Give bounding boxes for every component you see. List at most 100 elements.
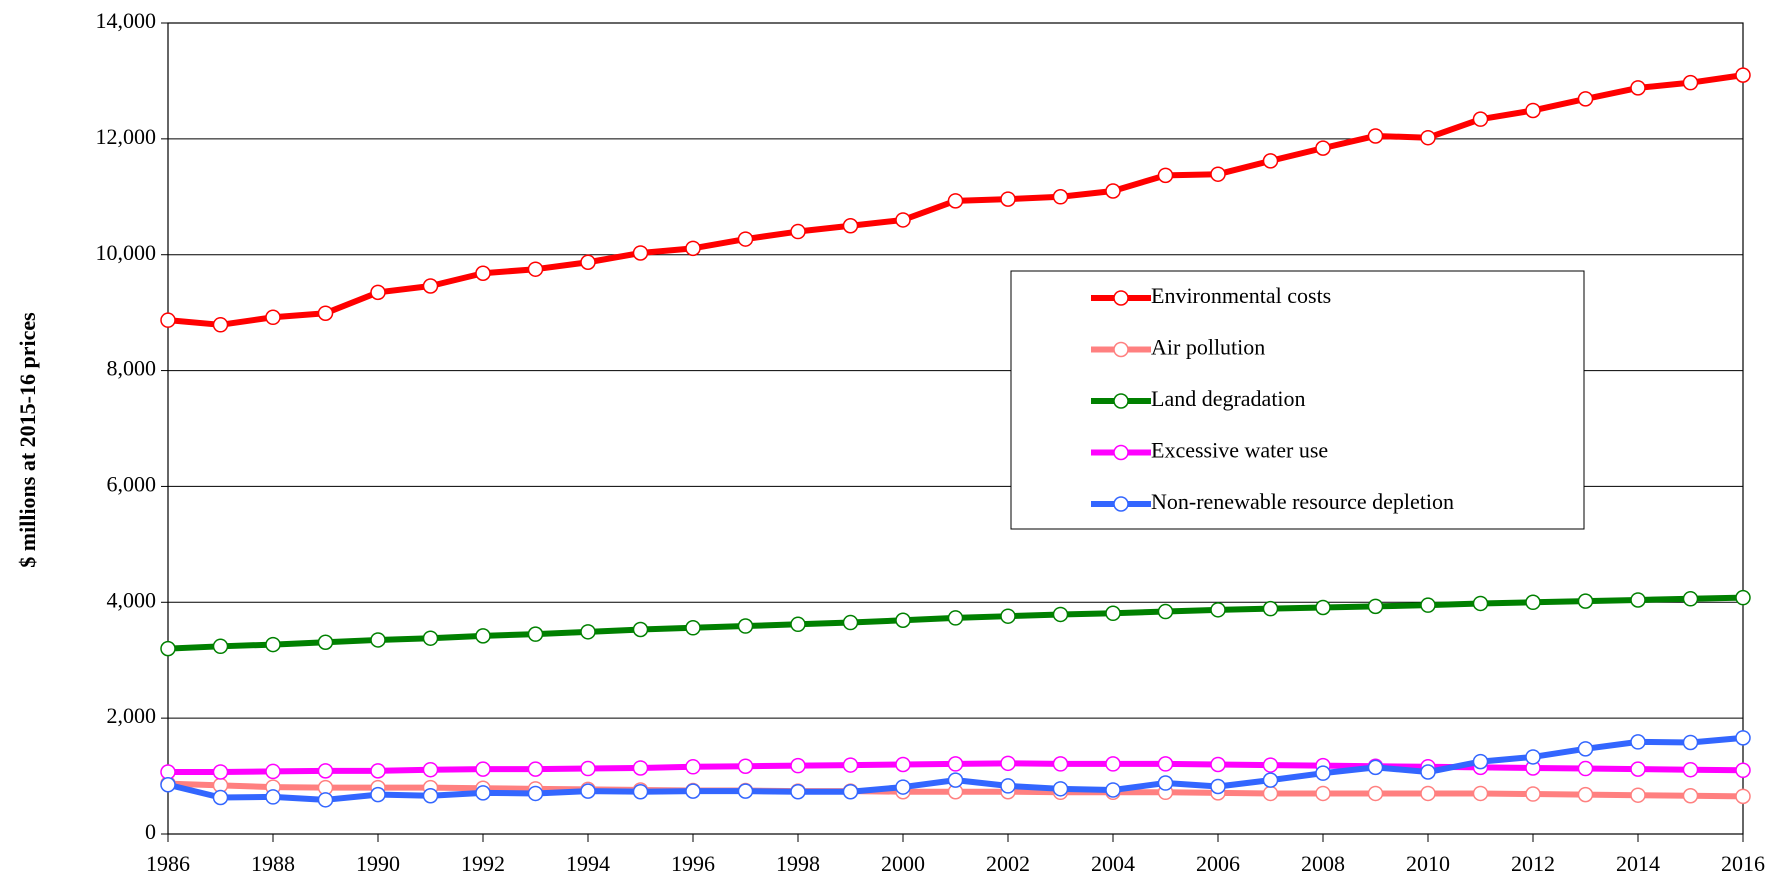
data-point [737,231,754,247]
x-tick-label: 2000 [881,851,925,876]
data-point [737,758,754,774]
y-tick-label: 14,000 [96,8,157,33]
legend-marker [1113,393,1129,409]
data-point [527,626,544,642]
x-tick-label: 2006 [1196,851,1240,876]
legend-label: Non-renewable resource depletion [1151,489,1454,514]
data-point [1525,786,1541,802]
data-point [632,245,649,261]
data-point [790,223,806,240]
data-point [580,624,596,640]
data-point [1052,781,1069,797]
data-point [685,759,701,775]
data-point [737,783,754,799]
data-point [947,193,964,209]
data-point [1315,599,1331,616]
data-point [947,610,964,626]
x-tick-label: 1992 [461,851,505,876]
data-point [842,757,859,773]
data-point [1525,102,1541,119]
plot-frame [167,22,1744,835]
data-point [1577,91,1594,107]
data-point [895,612,911,628]
data-point [1630,592,1646,608]
data-point [1105,756,1121,772]
data-point [1315,765,1331,781]
data-point [422,278,439,294]
x-tick-label: 2016 [1721,851,1765,876]
y-tick-label: 2,000 [107,703,157,728]
data-point [895,779,911,795]
x-tick-label: 1990 [356,851,400,876]
data-point [212,638,229,655]
data-point [1262,785,1279,802]
data-point [685,620,701,636]
data-point [265,763,281,780]
data-point [317,305,334,321]
x-tick-label: 1994 [566,851,610,876]
data-point [1105,183,1121,199]
data-point [1315,785,1331,802]
y-tick-label: 4,000 [107,587,157,612]
data-point [1105,782,1121,798]
data-point [1682,591,1699,607]
data-point [422,761,439,778]
data-point [1367,785,1384,802]
data-point [1735,762,1751,779]
data-point [895,212,911,228]
data-point [1630,80,1646,96]
data-point [1472,753,1489,770]
x-tick-label: 2008 [1301,851,1345,876]
data-point [1735,67,1751,83]
data-point [370,786,386,803]
x-tick-label: 2014 [1616,851,1660,876]
data-point [1525,594,1541,611]
y-tick-label: 10,000 [96,240,157,265]
legend-label: Environmental costs [1151,283,1331,308]
data-point [527,761,544,777]
data-point [1577,741,1594,757]
data-point [370,632,386,648]
data-point [790,757,806,774]
data-point [895,756,911,773]
data-point [1577,786,1594,803]
data-point [1157,756,1174,772]
data-point [1420,129,1436,146]
data-point [1000,755,1016,772]
y-tick-label: 8,000 [107,356,157,381]
data-point [212,789,229,806]
data-point [212,317,229,333]
y-tick-label: 6,000 [107,471,157,496]
y-tick-label: 0 [145,819,156,844]
data-point [317,763,334,779]
data-point [1105,605,1121,622]
data-point [160,640,176,657]
data-point [1525,749,1541,765]
data-point [685,783,701,799]
data-point [1630,787,1646,803]
legend-label: Land degradation [1151,386,1306,411]
data-point [475,265,491,282]
data-point [1577,760,1594,777]
data-point [1210,778,1226,795]
x-tick-label: 1998 [776,851,820,876]
data-point [1682,74,1699,91]
data-point [1315,140,1331,156]
data-point [1682,788,1699,804]
data-point [475,628,491,644]
legend-marker [1113,341,1129,358]
data-point [1367,759,1384,776]
data-point [265,789,281,805]
data-point [1210,756,1226,773]
data-point [1157,775,1174,791]
data-point [527,261,544,277]
data-point [580,254,596,270]
data-point [580,783,596,799]
data-point [527,785,544,802]
data-point [1420,597,1436,613]
data-point [1735,788,1751,805]
data-point [737,618,754,634]
data-point [1577,593,1594,609]
data-point [1000,608,1016,624]
